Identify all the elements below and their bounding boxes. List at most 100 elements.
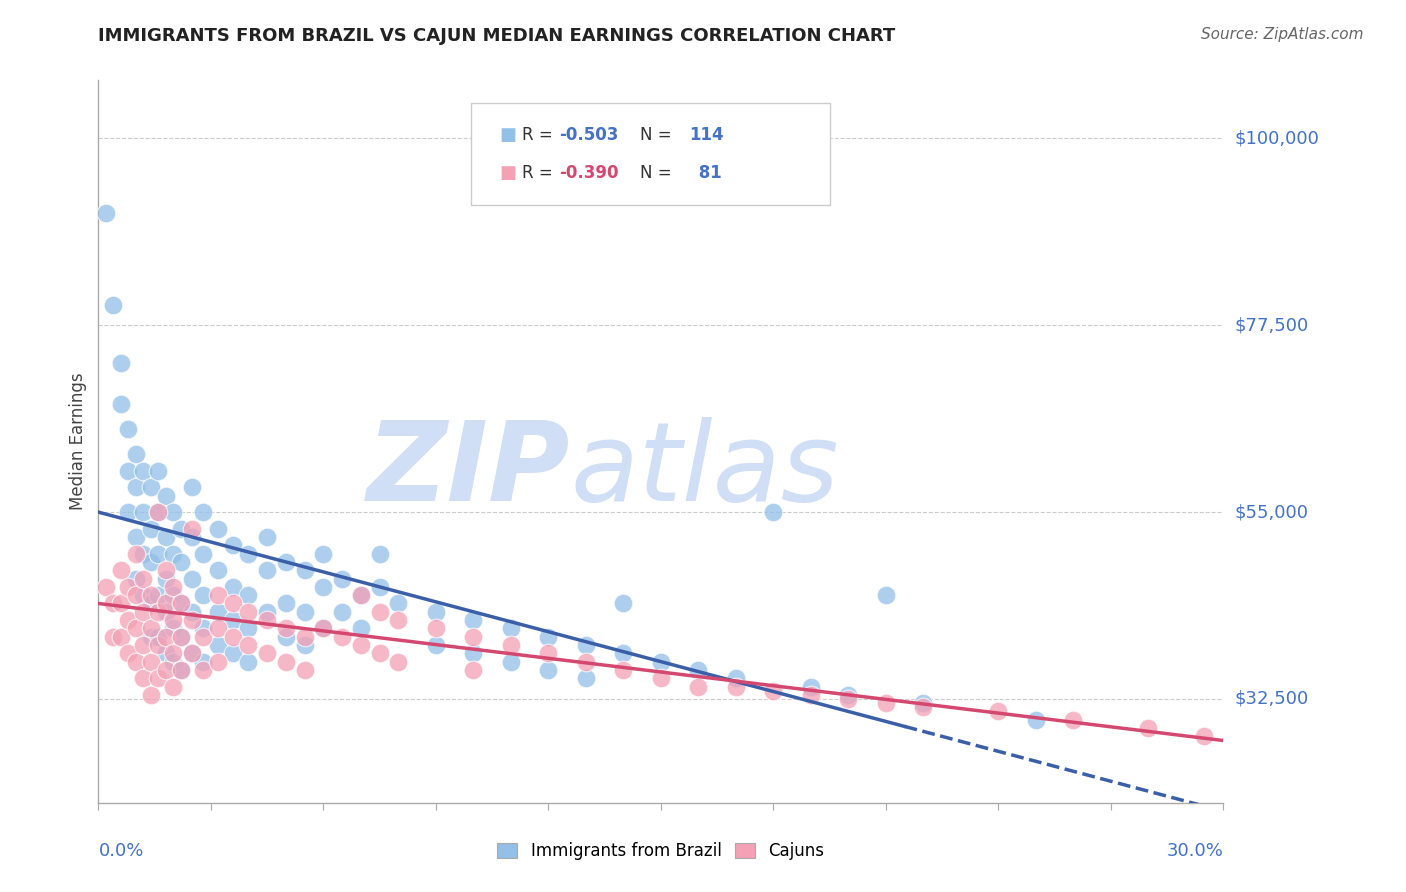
Point	[387, 597, 409, 611]
Point	[1194, 730, 1216, 744]
Legend: Immigrants from Brazil, Cajuns: Immigrants from Brazil, Cajuns	[491, 836, 831, 867]
Point	[612, 597, 634, 611]
Point	[162, 580, 184, 594]
Point	[193, 505, 215, 519]
Point	[162, 505, 184, 519]
Point	[139, 522, 162, 536]
Point	[350, 638, 373, 652]
Point	[330, 572, 353, 586]
Point	[463, 613, 485, 627]
Point	[207, 588, 229, 602]
Point	[274, 555, 297, 569]
Point	[132, 638, 155, 652]
Point	[463, 630, 485, 644]
Point	[207, 655, 229, 669]
Point	[110, 563, 132, 577]
Point	[132, 671, 155, 685]
Point	[162, 646, 184, 660]
Point	[139, 621, 162, 635]
Point	[132, 588, 155, 602]
Point	[148, 505, 170, 519]
Text: 30.0%: 30.0%	[1167, 842, 1223, 860]
Point	[256, 646, 278, 660]
Point	[312, 580, 335, 594]
Point	[139, 588, 162, 602]
Point	[238, 621, 260, 635]
Point	[155, 597, 177, 611]
Point	[110, 630, 132, 644]
Text: 114: 114	[689, 127, 724, 145]
Point	[181, 605, 204, 619]
Point	[125, 447, 148, 461]
Point	[463, 646, 485, 660]
Point	[94, 206, 117, 220]
Point	[155, 530, 177, 544]
Text: $32,500: $32,500	[1234, 690, 1309, 708]
Point	[148, 671, 170, 685]
Point	[537, 663, 560, 677]
Point	[222, 613, 245, 627]
Point	[193, 621, 215, 635]
Text: ZIP: ZIP	[367, 417, 571, 524]
Point	[181, 646, 204, 660]
Point	[368, 580, 391, 594]
Point	[537, 646, 560, 660]
Point	[837, 688, 859, 702]
Point	[170, 597, 193, 611]
Point	[148, 630, 170, 644]
Point	[274, 630, 297, 644]
Point	[724, 671, 747, 685]
Text: Source: ZipAtlas.com: Source: ZipAtlas.com	[1201, 27, 1364, 42]
Point	[132, 505, 155, 519]
Text: -0.503: -0.503	[560, 127, 619, 145]
Point	[425, 605, 447, 619]
Point	[800, 680, 823, 694]
Point	[987, 705, 1010, 719]
Point	[650, 655, 672, 669]
Point	[148, 638, 170, 652]
Point	[688, 680, 710, 694]
Point	[207, 522, 229, 536]
Point	[330, 630, 353, 644]
Point	[162, 547, 184, 561]
Point	[222, 538, 245, 552]
Point	[103, 630, 125, 644]
Point	[117, 422, 139, 436]
Point	[117, 464, 139, 478]
Text: -0.390: -0.390	[560, 163, 619, 181]
Text: $55,000: $55,000	[1234, 503, 1309, 521]
Point	[222, 597, 245, 611]
Point	[575, 638, 598, 652]
Point	[1025, 713, 1047, 727]
Point	[155, 489, 177, 503]
Point	[294, 663, 316, 677]
Point	[312, 547, 335, 561]
Point	[1137, 721, 1160, 735]
Point	[256, 563, 278, 577]
Text: atlas: atlas	[571, 417, 839, 524]
Point	[387, 655, 409, 669]
Point	[463, 663, 485, 677]
Point	[193, 655, 215, 669]
Point	[575, 655, 598, 669]
Point	[103, 597, 125, 611]
Point	[193, 663, 215, 677]
Point	[132, 547, 155, 561]
Point	[875, 696, 897, 710]
Point	[537, 630, 560, 644]
Point	[181, 522, 204, 536]
Point	[256, 605, 278, 619]
Point	[193, 547, 215, 561]
Text: 0.0%: 0.0%	[98, 842, 143, 860]
Point	[181, 613, 204, 627]
Text: $100,000: $100,000	[1234, 129, 1319, 147]
Point	[256, 530, 278, 544]
Point	[155, 646, 177, 660]
Point	[762, 683, 785, 698]
Point	[148, 588, 170, 602]
Point	[425, 638, 447, 652]
Point	[837, 692, 859, 706]
Point	[312, 621, 335, 635]
Point	[294, 638, 316, 652]
Point	[125, 480, 148, 494]
